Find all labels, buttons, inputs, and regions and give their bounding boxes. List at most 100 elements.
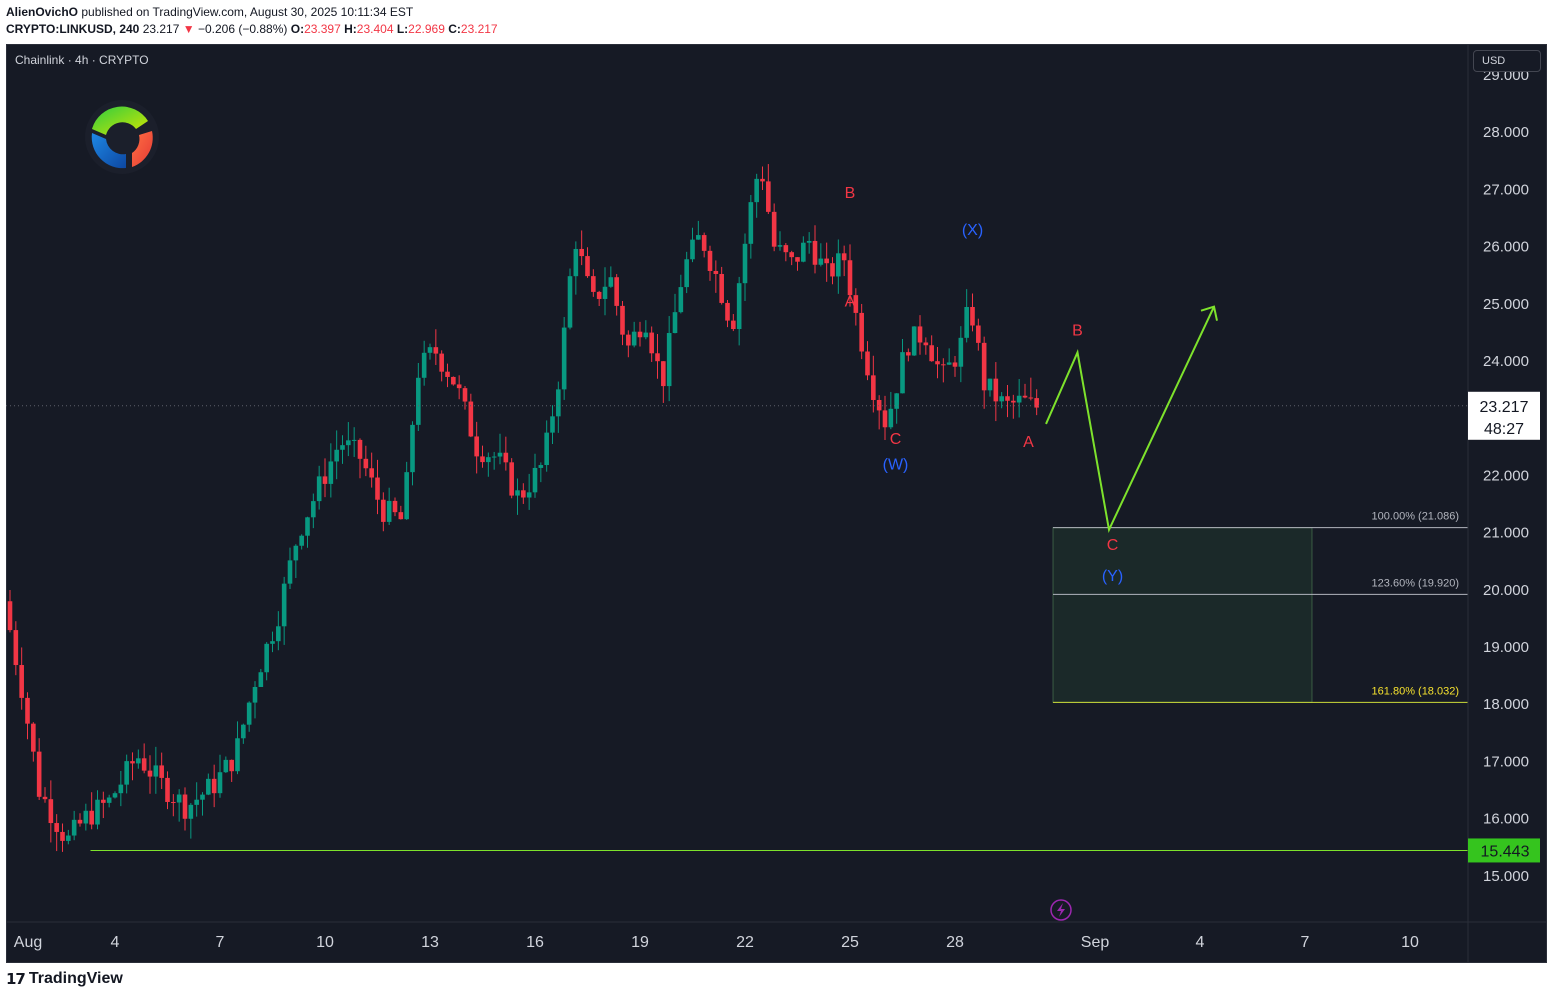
last-price: 23.217 bbox=[142, 22, 180, 36]
projection-path bbox=[1045, 306, 1215, 534]
chart-legend: Chainlink · 4h · CRYPTO bbox=[15, 53, 149, 67]
candle-body bbox=[217, 772, 223, 794]
price-chart[interactable]: 100.00% (21.086) 123.60% (19.920) 161.80% … bbox=[6, 44, 1547, 963]
candle-body bbox=[153, 765, 159, 777]
candle-body bbox=[1028, 397, 1034, 399]
candle-body bbox=[89, 810, 94, 825]
candle-body bbox=[60, 831, 65, 841]
candle-body bbox=[480, 456, 485, 463]
symbol-info: CRYPTO:LINKUSD, 240 23.217 ▼ −0.206 (−0.… bbox=[6, 22, 498, 37]
y-tick-label: 25.000 bbox=[1483, 296, 1529, 313]
candle-body bbox=[521, 490, 526, 498]
candle-body bbox=[1022, 395, 1028, 398]
candle-body bbox=[36, 751, 42, 797]
candle-body bbox=[515, 490, 520, 496]
candle-body bbox=[421, 352, 427, 378]
wave-label: (Y) bbox=[1102, 568, 1123, 585]
candle-body bbox=[293, 545, 299, 561]
x-tick-label: Aug bbox=[14, 934, 42, 951]
candle-body bbox=[736, 283, 742, 330]
candle-body bbox=[322, 476, 328, 484]
x-tick-label: Sep bbox=[1081, 934, 1110, 951]
candle-body bbox=[946, 362, 952, 365]
open-label: O: bbox=[290, 22, 305, 36]
candle-body bbox=[987, 378, 993, 391]
candle-body bbox=[707, 250, 713, 271]
candle-body bbox=[818, 258, 824, 265]
candle-body bbox=[439, 353, 444, 372]
candle-body bbox=[357, 439, 363, 459]
candle-body bbox=[77, 819, 83, 824]
candle-body bbox=[585, 256, 590, 277]
candle-body bbox=[661, 361, 666, 387]
author-logo bbox=[85, 100, 159, 174]
candle-body bbox=[147, 770, 153, 777]
price-change: −0.206 (−0.88%) bbox=[197, 22, 288, 36]
symbol-label: CRYPTO:LINKUSD, 240 bbox=[6, 22, 140, 36]
candle-body bbox=[386, 500, 392, 522]
candle-body bbox=[392, 500, 398, 513]
candle-body bbox=[579, 248, 584, 257]
target-zone bbox=[1052, 527, 1313, 703]
candle-body bbox=[637, 331, 643, 338]
candle-body bbox=[264, 643, 269, 673]
candle-body bbox=[777, 245, 783, 247]
candle-body bbox=[54, 823, 59, 832]
candle-body bbox=[270, 641, 275, 644]
candle-body bbox=[316, 476, 322, 502]
candle-body bbox=[876, 399, 882, 411]
candle-body bbox=[911, 326, 917, 356]
candle-body bbox=[433, 347, 439, 354]
candle-body bbox=[748, 202, 754, 244]
x-tick-label: 22 bbox=[736, 934, 754, 951]
candle-body bbox=[754, 178, 759, 203]
candle-body bbox=[71, 819, 77, 836]
candle-body bbox=[859, 312, 864, 352]
y-tick-label: 20.000 bbox=[1483, 582, 1529, 599]
candle-body bbox=[690, 239, 695, 260]
candle-body bbox=[130, 761, 135, 764]
candle-body bbox=[917, 326, 923, 343]
candle-body bbox=[976, 325, 981, 343]
published-text: published on TradingView.com, August 30,… bbox=[81, 5, 414, 19]
candle-body bbox=[136, 758, 141, 764]
candle-body bbox=[836, 253, 841, 277]
candle-body bbox=[993, 378, 999, 402]
x-tick-label: 19 bbox=[631, 934, 649, 951]
candle-body bbox=[1034, 398, 1039, 408]
candle-body bbox=[229, 759, 234, 772]
fib-label: 123.60% (19.920) bbox=[1372, 577, 1459, 589]
candles-layer bbox=[7, 164, 1039, 852]
candle-body bbox=[287, 560, 293, 584]
candle-body bbox=[783, 245, 789, 253]
currency-button[interactable]: USD bbox=[1473, 50, 1541, 72]
candle-body bbox=[678, 287, 684, 313]
candle-body bbox=[602, 286, 608, 299]
publisher-name[interactable]: AlienOvichO bbox=[6, 5, 79, 19]
low-value: 22.969 bbox=[408, 22, 445, 36]
candle-body bbox=[223, 759, 229, 773]
y-tick-label: 22.000 bbox=[1483, 467, 1529, 484]
candle-body bbox=[941, 364, 946, 366]
candle-body bbox=[958, 337, 964, 367]
candle-body bbox=[276, 626, 281, 642]
candle-body bbox=[456, 384, 462, 389]
high-value: 23.404 bbox=[356, 22, 394, 36]
candle-body bbox=[935, 361, 940, 365]
tradingview-brand: TradingView bbox=[28, 970, 123, 987]
candle-body bbox=[999, 396, 1004, 402]
tradingview-logo[interactable]: 𝟭𝟳 TradingView bbox=[6, 970, 123, 988]
candle-body bbox=[719, 273, 724, 303]
lightning-icon[interactable] bbox=[1050, 899, 1072, 921]
candle-body bbox=[311, 501, 316, 518]
candle-body bbox=[462, 388, 468, 402]
candle-body bbox=[841, 253, 847, 261]
candle-body bbox=[1011, 400, 1016, 403]
candle-body bbox=[509, 462, 514, 496]
candle-body bbox=[684, 259, 689, 288]
publish-info: AlienOvichO published on TradingView.com… bbox=[6, 5, 413, 20]
wave-label: A bbox=[845, 294, 856, 311]
candle-body bbox=[871, 375, 876, 400]
countdown-label: 48:27 bbox=[1484, 421, 1524, 438]
candle-body bbox=[48, 799, 54, 824]
